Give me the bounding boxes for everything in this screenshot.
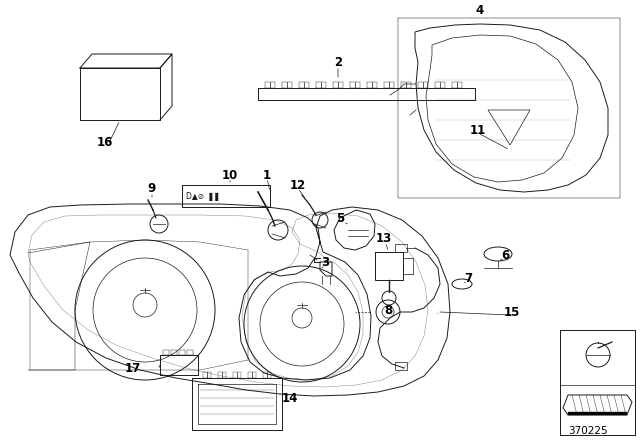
Text: 370225: 370225	[568, 426, 608, 436]
Text: 13: 13	[376, 232, 392, 245]
Polygon shape	[568, 412, 627, 415]
Text: 4: 4	[476, 4, 484, 17]
Text: 12: 12	[290, 178, 306, 191]
Text: 2: 2	[334, 56, 342, 69]
Bar	[395, 362, 407, 370]
Text: 14: 14	[282, 392, 298, 405]
Text: 1: 1	[263, 168, 271, 181]
Text: 17: 17	[125, 362, 141, 375]
Text: 3: 3	[321, 255, 329, 268]
Text: 9: 9	[148, 181, 156, 194]
Text: 10: 10	[222, 168, 238, 181]
Text: 11: 11	[470, 124, 486, 137]
Text: 7: 7	[464, 271, 472, 284]
Text: 6: 6	[501, 249, 509, 262]
Text: 16: 16	[97, 135, 113, 148]
Text: 5: 5	[336, 211, 344, 224]
Text: D▲⊘ ▐▐: D▲⊘ ▐▐	[186, 191, 218, 201]
Bar	[395, 244, 407, 252]
Text: 8: 8	[384, 303, 392, 316]
Text: 15: 15	[504, 306, 520, 319]
